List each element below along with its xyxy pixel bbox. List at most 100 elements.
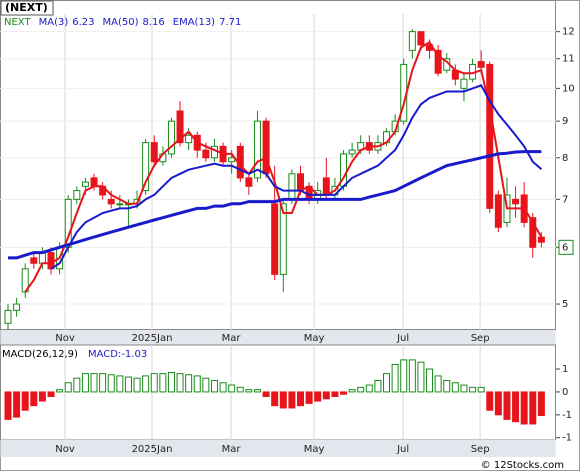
macd-bar [529,391,537,425]
macd-bar [296,391,304,407]
y-tick-label: 9 [562,116,568,127]
x-tick-label: Mar [222,333,242,344]
macd-bar [13,391,21,418]
macd-bar [434,375,442,393]
candle-body [417,31,425,46]
axis-strip [0,330,556,345]
macd-bar [228,384,236,393]
macd-bar [4,391,12,420]
y-tick-label: 6 [562,242,568,253]
macd-bar [408,359,416,393]
macd-bar [176,373,184,393]
x-tick-label: Nov [55,333,75,344]
candle-body [90,177,98,187]
macd-bar [374,379,382,393]
candle-body [434,49,442,74]
x-tick-label: May [304,444,325,455]
macd-bar [340,391,348,395]
x-tick-label: May [304,333,325,344]
title-box [0,0,54,16]
footer: © 12Stocks.com [481,460,564,471]
x-tick-label: Jul [396,444,409,455]
y-tick-label: 10 [562,83,575,94]
macd-bar [279,391,287,409]
y-tick-label: -1 [562,410,572,421]
candle-body [81,181,89,187]
candle-body [167,120,175,155]
macd-bar [193,375,201,393]
candle-body [537,236,545,243]
y-tick-label: 1 [562,364,568,375]
y-tick-label: 0 [562,387,568,398]
macd-bar [107,374,115,393]
y-tick-label: 11 [562,54,575,65]
macd-bar [494,391,502,416]
macd-bar [185,374,193,393]
x-tick-label: Mar [222,444,242,455]
macd-bar [116,375,124,393]
macd-bar [30,391,38,407]
macd-bar [21,391,29,411]
legend-symbol: NEXT [4,17,31,28]
macd-bar [150,373,158,393]
legend-value: 7.71 [219,17,241,28]
macd-bar [64,382,72,393]
macd-bar [460,384,468,393]
macd-bar [348,389,356,393]
macd-bar [167,371,175,393]
candle-body [288,173,296,200]
indicator-line [50,84,543,270]
x-tick-label: 2025Jan [132,444,173,455]
candle-body [150,142,158,163]
macd-bar [451,382,459,393]
macd-bar [365,384,373,393]
macd-bar [537,391,545,417]
x-tick-label: 2025Jan [132,333,173,344]
macd-bar [262,391,270,398]
macd-bar [400,359,408,393]
macd-bar [124,376,132,393]
macd-title: MACD(26,12,9) [2,349,78,360]
price-panel [0,0,556,330]
candle-body [408,31,416,51]
macd-bar [245,389,253,393]
y-tick-label: 5 [562,299,568,310]
y-tick-label: 8 [562,153,568,164]
legend-value: 8.16 [143,17,165,28]
macd-bar [443,379,451,393]
legend-name: MA(3) [39,17,69,28]
macd-bar [331,391,339,398]
macd-bar [520,391,528,425]
macd-bar [56,389,64,393]
candle-body [512,198,520,205]
legend-name: MA(50) [103,17,139,28]
macd-bar [503,391,511,420]
macd-bar [486,391,494,411]
candle-body [228,157,236,163]
macd-bar [322,391,330,400]
candle-body [486,63,494,209]
macd-bar [133,377,141,393]
candle-body [38,252,46,264]
candle-body [73,190,81,200]
chart-title: (NEXT) [5,1,48,14]
macd-bar [253,389,261,393]
x-tick-label: Sep [471,333,490,344]
y-tick-label: 7 [562,194,568,205]
y-tick-label: 12 [562,27,575,38]
candle-body [348,149,356,155]
price-box [558,239,574,255]
macd-bar [271,391,279,407]
indicator-line [8,150,542,260]
candle-body [529,217,537,248]
candle-body [245,177,253,187]
macd-bar [305,391,313,404]
macd-bar [142,375,150,393]
axis-strip [0,440,556,457]
candle-body [322,177,330,196]
candle-body [185,134,193,144]
macd-bar [512,391,520,423]
macd-bar [417,361,425,393]
macd-bar [81,373,89,393]
legend-name: EMA(13) [173,17,215,28]
